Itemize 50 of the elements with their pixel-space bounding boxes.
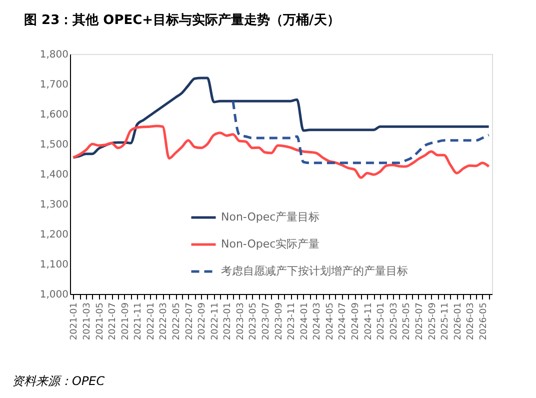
x-tick-label: 2023-01: [223, 302, 234, 340]
x-tick-label: 2022-07: [184, 302, 195, 340]
x-tick-label: 2024-11: [364, 302, 374, 340]
x-tick-label: 2023-05: [248, 302, 259, 340]
y-tick-label: 1,500: [40, 140, 68, 150]
x-tick-label: 2022-11: [210, 302, 220, 340]
x-tick-label: 2022-03: [159, 302, 170, 340]
x-tick-label: 2023-03: [236, 302, 246, 340]
x-tick-label: 2021-07: [108, 302, 118, 340]
legend-label: 考虑自愿减产下按计划增产的产量目标: [221, 264, 408, 278]
x-tick-label: 2024-07: [338, 302, 348, 340]
line-series: [232, 100, 490, 164]
x-tick-label: 2025-03: [389, 302, 400, 340]
y-tick-label: 1,000: [40, 290, 68, 300]
x-tick-label: 2024-05: [325, 302, 336, 340]
x-tick-label: 2024-09: [351, 302, 362, 340]
text: 资料来源：OPEC: [12, 374, 106, 388]
y-tick-label: 1,800: [40, 50, 68, 60]
x-tick-label: 2025-07: [414, 302, 425, 340]
x-tick-label: 2021-11: [134, 302, 144, 340]
x-tick-label: 2025-11: [440, 302, 451, 340]
x-tick-label: 2022-05: [172, 302, 182, 340]
x-tick-label: 2026-01: [453, 302, 464, 340]
y-tick-label: 1,700: [40, 80, 68, 90]
line-series: [72, 76, 490, 159]
x-tick-label: 2024-01: [300, 302, 310, 340]
y-tick-label: 1,600: [40, 110, 68, 120]
x-tick-label: 2025-01: [376, 302, 387, 340]
x-tick-label: 2021-09: [120, 302, 131, 340]
x-tick-label: 2022-01: [146, 302, 156, 340]
chart-title: 图 23：其他 OPEC+目标与实际产量走势（万桶/天）: [24, 12, 340, 28]
line-series: [72, 124, 490, 179]
x-tick-label: 2024-03: [312, 302, 323, 340]
legend-label: Non-Opec实际产量: [221, 238, 320, 250]
x-tick-label: 2025-05: [402, 302, 412, 340]
y-tick-label: 1,300: [40, 200, 68, 210]
y-tick-label: 1,400: [40, 170, 68, 180]
x-tick-label: 2022-09: [198, 302, 208, 340]
x-tick-label: 2021-03: [82, 302, 92, 340]
x-tick-label: 2023-11: [287, 302, 298, 340]
legend-label: Non-Opec产量目标: [221, 210, 320, 224]
y-tick-label: 1,200: [40, 230, 68, 240]
x-tick-label: 2026-05: [478, 302, 489, 340]
x-tick-label: 2025-09: [428, 302, 438, 340]
x-tick-label: 2023-07: [262, 302, 272, 340]
x-tick-label: 2026-03: [466, 302, 476, 340]
x-tick-label: 2021-05: [95, 302, 106, 340]
x-tick-label: 2021-01: [70, 302, 80, 340]
y-tick-label: 1,100: [40, 260, 68, 270]
x-tick-label: 2023-09: [274, 302, 284, 340]
